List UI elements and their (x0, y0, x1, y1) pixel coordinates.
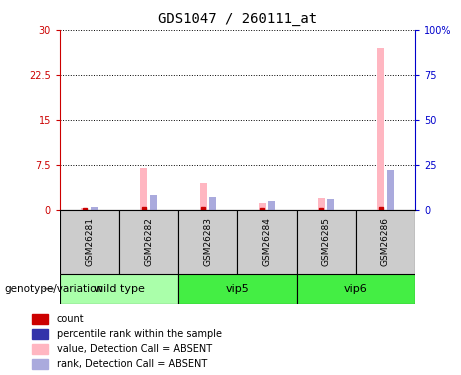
Bar (296, 274, 415, 304)
Text: GSM26282: GSM26282 (144, 217, 153, 266)
Bar (91, 207, 98, 210)
Bar (141, 168, 148, 210)
Bar (81, 208, 89, 210)
Bar (31, 344, 48, 354)
Text: percentile rank within the sample: percentile rank within the sample (57, 329, 222, 339)
Bar (31, 314, 48, 324)
Bar (259, 203, 266, 210)
Bar (237, 210, 296, 274)
Bar (60, 210, 119, 274)
Bar (377, 48, 384, 210)
Text: vip6: vip6 (344, 284, 367, 294)
Text: GSM26285: GSM26285 (322, 217, 331, 266)
Bar (31, 359, 48, 369)
Text: value, Detection Call = ABSENT: value, Detection Call = ABSENT (57, 344, 212, 354)
Bar (119, 210, 178, 274)
Text: vip5: vip5 (225, 284, 249, 294)
Bar (60, 274, 178, 304)
Bar (356, 210, 415, 274)
Text: GSM26284: GSM26284 (262, 217, 272, 266)
Text: count: count (57, 314, 85, 324)
Text: genotype/variation: genotype/variation (5, 284, 104, 294)
Title: GDS1047 / 260111_at: GDS1047 / 260111_at (158, 12, 317, 26)
Text: GSM26286: GSM26286 (381, 217, 390, 266)
Bar (31, 329, 48, 339)
Text: GSM26283: GSM26283 (203, 217, 213, 266)
Text: rank, Detection Call = ABSENT: rank, Detection Call = ABSENT (57, 359, 207, 369)
Bar (327, 199, 334, 210)
Bar (209, 197, 216, 210)
Text: GSM26281: GSM26281 (85, 217, 94, 266)
Bar (178, 274, 296, 304)
Bar (268, 201, 275, 210)
Bar (178, 210, 237, 274)
Bar (318, 198, 325, 210)
Bar (296, 210, 356, 274)
Bar (386, 170, 394, 210)
Text: wild type: wild type (94, 284, 145, 294)
Bar (150, 195, 157, 210)
Bar (200, 183, 207, 210)
